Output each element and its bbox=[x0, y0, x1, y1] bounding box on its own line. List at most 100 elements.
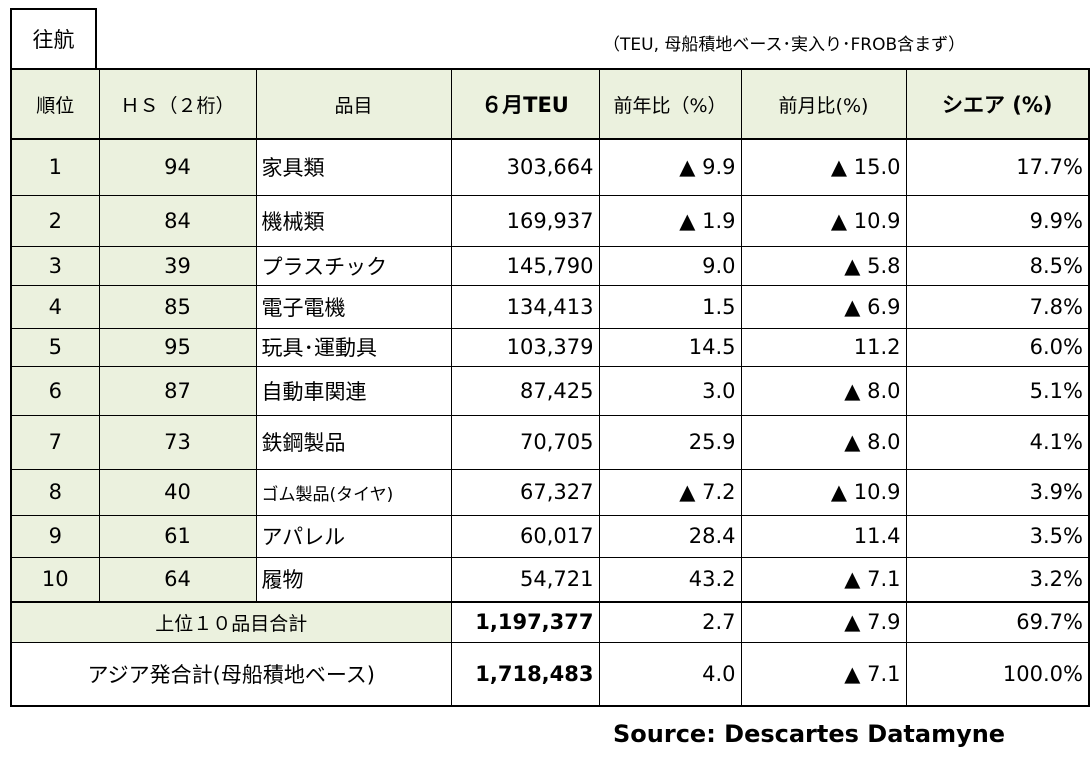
teu-cell: 145,790 bbox=[450, 245, 600, 286]
teu-cell: 54,721 bbox=[450, 556, 600, 603]
yoy-cell: ▲ 1.9 bbox=[598, 194, 742, 247]
unit-note: （TEU, 母船積地ベース･実入り･FROB含まず） bbox=[603, 35, 966, 55]
header-hs: ＨＳ（２桁） bbox=[98, 68, 257, 140]
mom-cell: ▲ 15.0 bbox=[740, 138, 907, 196]
item-cell: 機械類 bbox=[255, 194, 452, 247]
yoy-cell: ▲ 9.9 bbox=[598, 138, 742, 196]
header-rank: 順位 bbox=[10, 68, 100, 140]
rank-cell: 7 bbox=[10, 414, 100, 470]
rank-cell: 9 bbox=[10, 514, 100, 558]
item-cell: プラスチック bbox=[255, 245, 452, 286]
item-cell: 鉄鋼製品 bbox=[255, 414, 452, 470]
rank-cell: 8 bbox=[10, 468, 100, 516]
teu-cell: 303,664 bbox=[450, 138, 600, 196]
hs-cell: 84 bbox=[98, 194, 257, 247]
hs-cell: 73 bbox=[98, 414, 257, 470]
asia-yoy: 4.0 bbox=[598, 641, 742, 707]
top10-share: 69.7% bbox=[905, 601, 1090, 643]
share-cell: 8.5% bbox=[905, 245, 1090, 286]
table-row: 2 84 機械類 169,937 ▲ 1.9 ▲ 10.9 9.9% bbox=[10, 194, 1090, 247]
rank-cell: 10 bbox=[10, 556, 100, 603]
hs-cell: 39 bbox=[98, 245, 257, 286]
rank-cell: 6 bbox=[10, 365, 100, 416]
header-yoy: 前年比（%） bbox=[598, 68, 742, 140]
teu-cell: 70,705 bbox=[450, 414, 600, 470]
teu-cell: 67,327 bbox=[450, 468, 600, 516]
hs-cell: 61 bbox=[98, 514, 257, 558]
table-row: 10 64 履物 54,721 43.2 ▲ 7.1 3.2% bbox=[10, 556, 1090, 603]
table-row: 6 87 自動車関連 87,425 3.0 ▲ 8.0 5.1% bbox=[10, 365, 1090, 416]
mom-cell: 11.4 bbox=[740, 514, 907, 558]
table-row: 8 40 ゴム製品(タイヤ) 67,327 ▲ 7.2 ▲ 10.9 3.9% bbox=[10, 468, 1090, 516]
share-cell: 4.1% bbox=[905, 414, 1090, 470]
teu-cell: 103,379 bbox=[450, 327, 600, 367]
share-cell: 3.5% bbox=[905, 514, 1090, 558]
item-cell: 履物 bbox=[255, 556, 452, 603]
share-cell: 17.7% bbox=[905, 138, 1090, 196]
top10-yoy: 2.7 bbox=[598, 601, 742, 643]
top10-label: 上位１０品目合計 bbox=[10, 601, 452, 643]
rank-cell: 5 bbox=[10, 327, 100, 367]
item-cell: 玩具･運動具 bbox=[255, 327, 452, 367]
rank-cell: 1 bbox=[10, 138, 100, 196]
teu-cell: 169,937 bbox=[450, 194, 600, 247]
item-cell: ゴム製品(タイヤ) bbox=[255, 468, 452, 516]
teu-cell: 87,425 bbox=[450, 365, 600, 416]
item-cell: アパレル bbox=[255, 514, 452, 558]
item-cell: 家具類 bbox=[255, 138, 452, 196]
asia-label: アジア発合計(母船積地ベース) bbox=[10, 641, 452, 707]
share-cell: 9.9% bbox=[905, 194, 1090, 247]
yoy-cell: 25.9 bbox=[598, 414, 742, 470]
share-cell: 7.8% bbox=[905, 284, 1090, 329]
rank-cell: 3 bbox=[10, 245, 100, 286]
mom-cell: ▲ 7.1 bbox=[740, 556, 907, 603]
mom-cell: ▲ 10.9 bbox=[740, 194, 907, 247]
yoy-cell: ▲ 7.2 bbox=[598, 468, 742, 516]
table-row: 7 73 鉄鋼製品 70,705 25.9 ▲ 8.0 4.1% bbox=[10, 414, 1090, 470]
mom-cell: ▲ 5.8 bbox=[740, 245, 907, 286]
asia-teu: 1,718,483 bbox=[450, 641, 600, 707]
table-row: 5 95 玩具･運動具 103,379 14.5 11.2 6.0% bbox=[10, 327, 1090, 367]
share-cell: 5.1% bbox=[905, 365, 1090, 416]
mom-cell: 11.2 bbox=[740, 327, 907, 367]
yoy-cell: 3.0 bbox=[598, 365, 742, 416]
yoy-cell: 9.0 bbox=[598, 245, 742, 286]
asia-mom: ▲ 7.1 bbox=[740, 641, 907, 707]
hs-cell: 64 bbox=[98, 556, 257, 603]
header-teu: ６月TEU bbox=[450, 68, 600, 140]
header-item: 品目 bbox=[255, 68, 452, 140]
item-cell: 自動車関連 bbox=[255, 365, 452, 416]
rank-cell: 4 bbox=[10, 284, 100, 329]
teu-cell: 134,413 bbox=[450, 284, 600, 329]
asia-share: 100.0% bbox=[905, 641, 1090, 707]
share-cell: 3.9% bbox=[905, 468, 1090, 516]
source-credit: Source: Descartes Datamyne bbox=[613, 720, 1006, 748]
rank-cell: 2 bbox=[10, 194, 100, 247]
hs-cell: 40 bbox=[98, 468, 257, 516]
hs-cell: 95 bbox=[98, 327, 257, 367]
mom-cell: ▲ 6.9 bbox=[740, 284, 907, 329]
item-cell: 電子電機 bbox=[255, 284, 452, 329]
share-cell: 3.2% bbox=[905, 556, 1090, 603]
mom-cell: ▲ 8.0 bbox=[740, 365, 907, 416]
header-mom: 前月比(%) bbox=[740, 68, 907, 140]
table-row: 1 94 家具類 303,664 ▲ 9.9 ▲ 15.0 17.7% bbox=[10, 138, 1090, 196]
ranking-table: 順位 ＨＳ（２桁） 品目 ６月TEU 前年比（%） 前月比(%) シエア (%)… bbox=[10, 68, 1090, 707]
top10-total-row: 上位１０品目合計 1,197,377 2.7 ▲ 7.9 69.7% bbox=[10, 601, 1090, 643]
asia-total-row: アジア発合計(母船積地ベース) 1,718,483 4.0 ▲ 7.1 100.… bbox=[10, 641, 1090, 707]
header-row: 順位 ＨＳ（２桁） 品目 ６月TEU 前年比（%） 前月比(%) シエア (%) bbox=[10, 68, 1090, 140]
direction-tag: 往航 bbox=[10, 8, 97, 68]
mom-cell: ▲ 8.0 bbox=[740, 414, 907, 470]
mom-cell: ▲ 10.9 bbox=[740, 468, 907, 516]
hs-cell: 94 bbox=[98, 138, 257, 196]
hs-cell: 85 bbox=[98, 284, 257, 329]
table-row: 9 61 アパレル 60,017 28.4 11.4 3.5% bbox=[10, 514, 1090, 558]
header-share: シエア (%) bbox=[905, 68, 1090, 140]
yoy-cell: 43.2 bbox=[598, 556, 742, 603]
top10-teu: 1,197,377 bbox=[450, 601, 600, 643]
table-row: 4 85 電子電機 134,413 1.5 ▲ 6.9 7.8% bbox=[10, 284, 1090, 329]
share-cell: 6.0% bbox=[905, 327, 1090, 367]
teu-cell: 60,017 bbox=[450, 514, 600, 558]
top10-mom: ▲ 7.9 bbox=[740, 601, 907, 643]
table-row: 3 39 プラスチック 145,790 9.0 ▲ 5.8 8.5% bbox=[10, 245, 1090, 286]
